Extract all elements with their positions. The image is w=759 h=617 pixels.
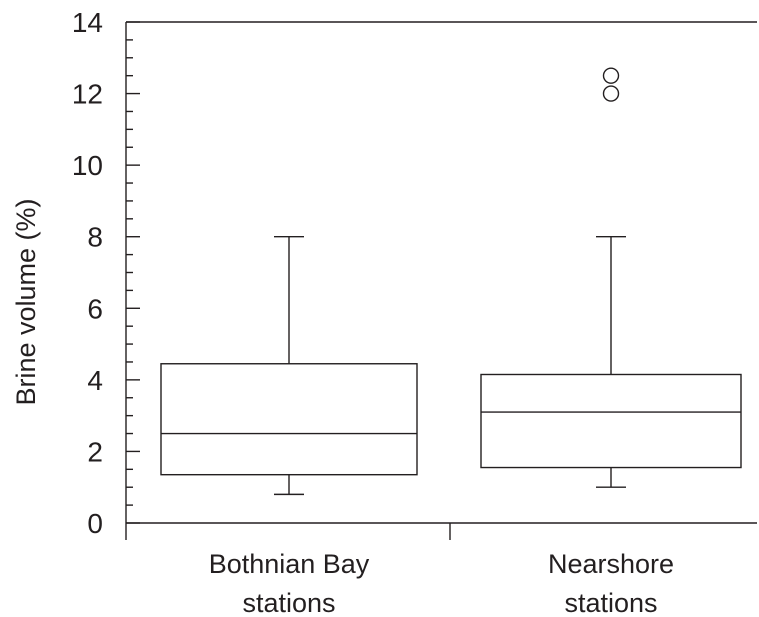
- y-tick-label: 6: [87, 293, 103, 324]
- y-tick-label: 0: [87, 508, 103, 539]
- plot-frame: [125, 21, 757, 540]
- x-category-label: Nearshore: [548, 549, 674, 579]
- outlier-point: [602, 67, 620, 84]
- y-axis-ticks: 0 2 4 6 8 10 12 14: [72, 7, 140, 539]
- y-tick-label: 2: [87, 436, 103, 467]
- outlier-point: [602, 85, 620, 102]
- y-tick-label: 12: [72, 79, 103, 110]
- y-axis-title: Brine volume (%): [11, 198, 41, 405]
- box-iqr: [160, 363, 418, 476]
- boxes-group: [160, 67, 742, 496]
- y-tick-label: 8: [87, 222, 103, 253]
- box-1: [160, 236, 418, 496]
- x-category-label: stations: [564, 588, 657, 617]
- y-tick-label: 14: [72, 7, 103, 38]
- y-tick-label: 4: [87, 365, 103, 396]
- x-category-label: stations: [242, 588, 335, 617]
- box-iqr: [480, 373, 742, 469]
- box-2: [480, 67, 742, 488]
- x-axis-labels: Bothnian Bay stations Nearshore stations: [209, 549, 674, 617]
- y-tick-label: 10: [72, 150, 103, 181]
- x-category-label: Bothnian Bay: [209, 549, 370, 579]
